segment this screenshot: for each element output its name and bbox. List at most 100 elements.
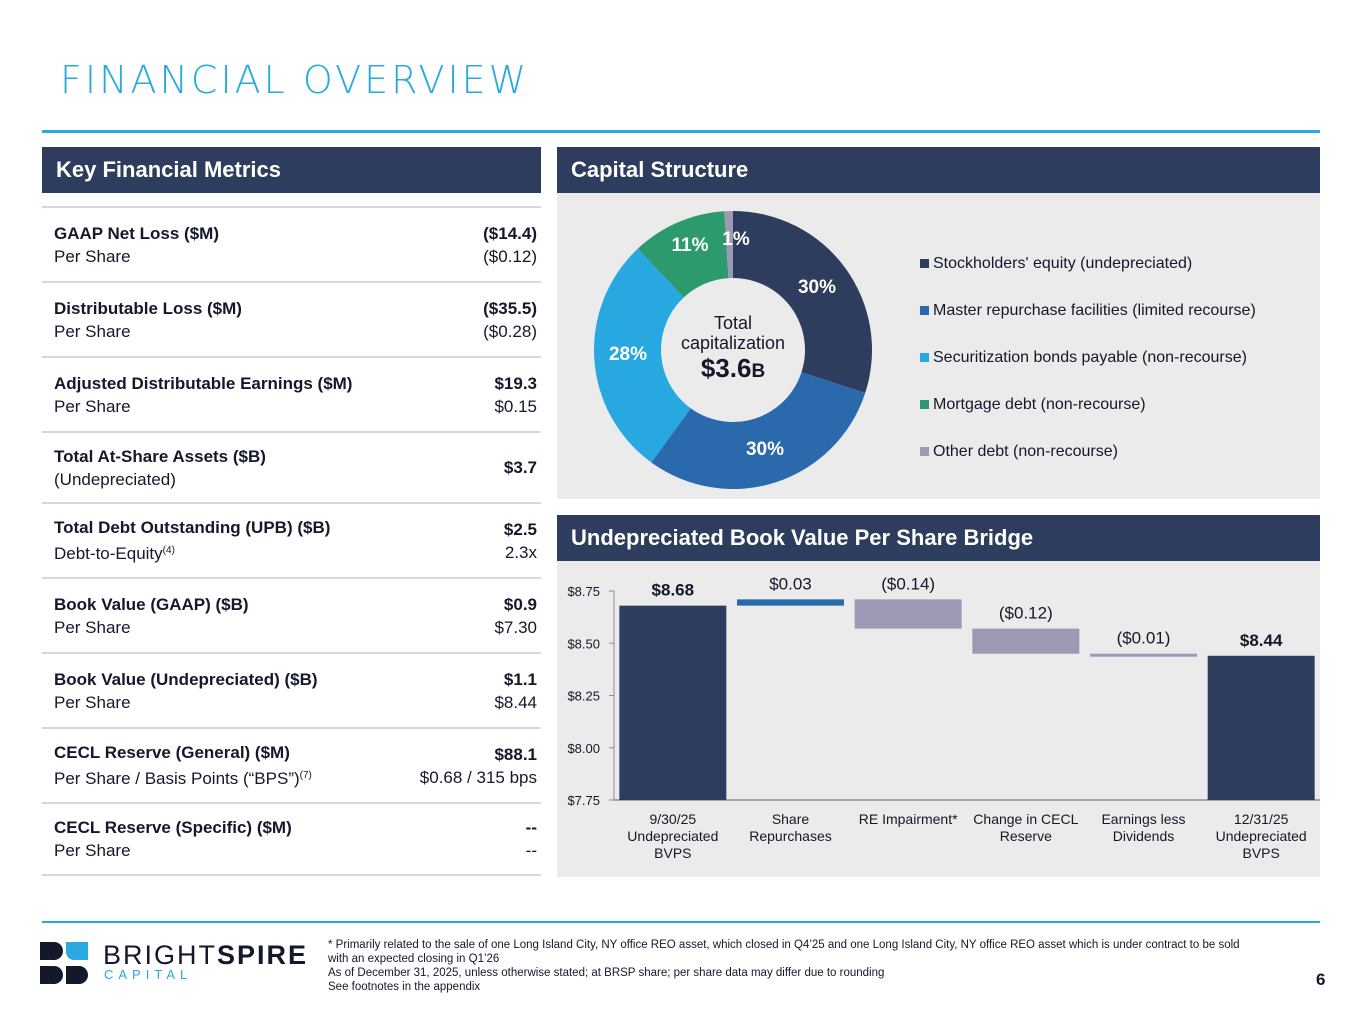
legend-swatch bbox=[920, 447, 929, 456]
donut-slice-label: 28% bbox=[609, 344, 647, 365]
metric-values: $0.9 $7.30 bbox=[494, 593, 537, 639]
metric-labels: Adjusted Distributable Earnings ($M) Per … bbox=[54, 372, 352, 418]
donut-slice-label: 30% bbox=[746, 439, 784, 460]
metric-values: $1.1 $8.44 bbox=[494, 668, 537, 714]
metric-values: ($14.4) ($0.12) bbox=[483, 222, 537, 268]
metric-sublabel: Per Share / Basis Points (“BPS”)(7) bbox=[54, 769, 312, 788]
metric-values: -- -- bbox=[526, 816, 537, 862]
page-title: FINANCIAL OVERVIEW bbox=[60, 58, 530, 102]
footnote-impairment: * Primarily related to the sale of one L… bbox=[328, 939, 1240, 965]
donut-center-label: Total capitalization $3.6B bbox=[596, 313, 870, 387]
metric-subvalue: $8.44 bbox=[494, 692, 537, 712]
metric-row: Total At-Share Assets ($B) (Undepreciated… bbox=[42, 431, 541, 502]
footnote-ref: (4) bbox=[162, 545, 175, 556]
legend-label: Mortgage debt (non-recourse) bbox=[933, 395, 1146, 413]
metric-values: $19.3 $0.15 bbox=[494, 372, 537, 418]
metric-label: Total At-Share Assets ($B) bbox=[54, 446, 266, 466]
y-tick-label: $7.75 bbox=[567, 793, 600, 808]
metric-sublabel: Per Share bbox=[54, 246, 131, 266]
donut-slice-other-debt bbox=[724, 211, 733, 279]
metric-sublabel: Per Share bbox=[54, 617, 131, 637]
x-category-label: Dividends bbox=[1113, 828, 1174, 844]
metric-labels: CECL Reserve (General) ($M) Per Share / B… bbox=[54, 741, 312, 790]
metric-sublabel: (Undepreciated) bbox=[54, 469, 176, 489]
footer-divider bbox=[42, 921, 1320, 923]
y-tick-label: $8.50 bbox=[567, 636, 600, 651]
metric-value: -- bbox=[525, 818, 537, 837]
metric-labels: CECL Reserve (Specific) ($M) Per Share bbox=[54, 816, 292, 862]
metric-label: Book Value (GAAP) ($B) bbox=[54, 594, 249, 614]
metric-subvalue: 2.3x bbox=[504, 542, 537, 562]
donut-slice-label: 1% bbox=[722, 229, 750, 250]
metric-row: GAAP Net Loss ($M) Per Share ($14.4) ($0.12… bbox=[42, 206, 541, 281]
capital-structure-legend: Stockholders' equity (undepreciated) Mast… bbox=[920, 240, 1256, 475]
metric-label: GAAP Net Loss ($M) bbox=[54, 223, 219, 243]
legend-swatch bbox=[920, 306, 929, 315]
metric-subvalue: $0.68 / 315 bps bbox=[419, 767, 537, 787]
bridge-data-label: $8.68 bbox=[652, 581, 695, 600]
legend-label: Other debt (non-recourse) bbox=[933, 442, 1118, 460]
section-title: Capital Structure bbox=[571, 157, 749, 182]
metric-value: ($14.4) bbox=[483, 223, 537, 243]
metric-labels: Total Debt Outstanding (UPB) ($B) Debt-to… bbox=[54, 516, 330, 565]
donut-slice-label: 30% bbox=[798, 277, 836, 298]
x-category-label: Reserve bbox=[1000, 828, 1052, 844]
metric-sublabel: Per Share bbox=[54, 841, 131, 860]
metric-labels: Distributable Loss ($M) Per Share bbox=[54, 297, 242, 343]
metric-labels: GAAP Net Loss ($M) Per Share bbox=[54, 222, 219, 268]
bridge-bar bbox=[1207, 655, 1315, 800]
metrics-table: GAAP Net Loss ($M) Per Share ($14.4) ($0.12… bbox=[42, 206, 541, 876]
bridge-bar bbox=[854, 599, 962, 629]
metric-label: Distributable Loss ($M) bbox=[54, 298, 242, 318]
bridge-data-label: $0.03 bbox=[769, 574, 812, 593]
metric-subvalue: ($0.12) bbox=[483, 246, 537, 266]
metric-value: $88.1 bbox=[494, 744, 537, 764]
x-category-label: 9/30/25 bbox=[649, 811, 696, 827]
legend-item: Master repurchase facilities (limited re… bbox=[920, 287, 1256, 334]
metric-value: ($35.5) bbox=[483, 298, 537, 318]
legend-label: Master repurchase facilities (limited re… bbox=[933, 301, 1256, 319]
metric-row: Total Debt Outstanding (UPB) ($B) Debt-to… bbox=[42, 502, 541, 577]
bridge-bar bbox=[619, 605, 727, 800]
bridge-bar bbox=[972, 628, 1080, 654]
metric-value: $3.7 bbox=[503, 458, 537, 477]
section-title: Undepreciated Book Value Per Share Bridg… bbox=[571, 525, 1034, 550]
legend-item: Mortgage debt (non-recourse) bbox=[920, 381, 1256, 428]
legend-swatch bbox=[920, 259, 929, 268]
logo-subtitle: CAPITAL bbox=[104, 967, 193, 982]
metric-value: $19.3 bbox=[494, 373, 537, 393]
metric-label: Book Value (Undepreciated) ($B) bbox=[54, 669, 318, 689]
capital-structure-header: Capital Structure bbox=[557, 147, 1320, 193]
brightspire-logo-icon bbox=[40, 942, 88, 984]
legend-item: Securitization bonds payable (non-recour… bbox=[920, 334, 1256, 381]
metric-row: Adjusted Distributable Earnings ($M) Per … bbox=[42, 356, 541, 431]
x-category-label: Share bbox=[772, 811, 810, 827]
metric-row: CECL Reserve (Specific) ($M) Per Share -- -… bbox=[42, 802, 541, 876]
donut-center-line2: capitalization bbox=[680, 333, 786, 353]
metric-sublabel: Debt-to-Equity(4) bbox=[54, 544, 175, 563]
metric-label: Adjusted Distributable Earnings ($M) bbox=[54, 373, 353, 393]
bridge-data-label: ($0.01) bbox=[1117, 629, 1171, 648]
donut-slice-securitization bbox=[594, 248, 691, 463]
footnotes: * Primarily related to the sale of one L… bbox=[328, 938, 1258, 994]
x-category-label: 12/31/25 bbox=[1234, 811, 1289, 827]
y-tick-label: $8.75 bbox=[567, 584, 600, 599]
legend-label: Stockholders' equity (undepreciated) bbox=[933, 254, 1193, 272]
bridge-data-label: $8.44 bbox=[1240, 631, 1283, 650]
bridge-bar bbox=[737, 599, 844, 606]
donut-slice-repo bbox=[651, 372, 866, 490]
x-category-label: RE Impairment* bbox=[859, 811, 958, 827]
metric-value: $2.5 bbox=[503, 519, 537, 539]
x-category-label: Repurchases bbox=[749, 828, 832, 844]
metric-value: $1.1 bbox=[503, 669, 537, 689]
metric-label: Total Debt Outstanding (UPB) ($B) bbox=[54, 518, 331, 537]
metric-row: Book Value (GAAP) ($B) Per Share $0.9 $7.30 bbox=[42, 577, 541, 652]
metric-values: $88.1 $0.68 / 315 bps bbox=[420, 743, 537, 789]
x-category-label: Undepreciated bbox=[627, 828, 718, 844]
brightspire-logo: BRIGHTSPIRE CAPITAL bbox=[40, 940, 306, 985]
donut-center-line1: Total bbox=[713, 313, 753, 333]
legend-item: Other debt (non-recourse) bbox=[920, 428, 1256, 475]
metric-labels: Book Value (GAAP) ($B) Per Share bbox=[54, 593, 249, 639]
bridge-bar bbox=[1090, 653, 1197, 657]
